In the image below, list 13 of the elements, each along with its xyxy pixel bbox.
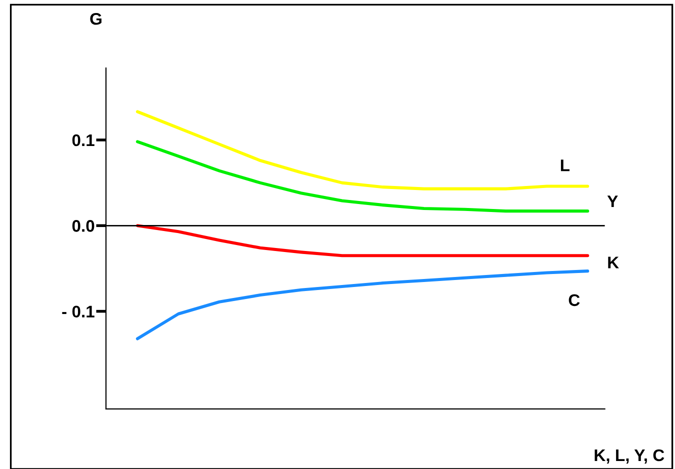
line-series xyxy=(136,110,590,190)
line-series xyxy=(136,270,590,340)
series-label: L xyxy=(560,160,570,172)
series-label: C xyxy=(568,294,580,306)
y-axis-title: G xyxy=(90,12,102,25)
y-tick-label: 0.1 xyxy=(72,134,94,146)
y-tick-label: - 0.1 xyxy=(62,306,94,318)
line-series xyxy=(136,140,590,213)
line-series xyxy=(136,224,590,258)
x-axis-title: K, L, Y, C xyxy=(594,449,664,464)
series-label: K xyxy=(608,256,619,268)
y-tick-label: 0.0 xyxy=(72,220,94,232)
series-label: Y xyxy=(607,196,618,208)
